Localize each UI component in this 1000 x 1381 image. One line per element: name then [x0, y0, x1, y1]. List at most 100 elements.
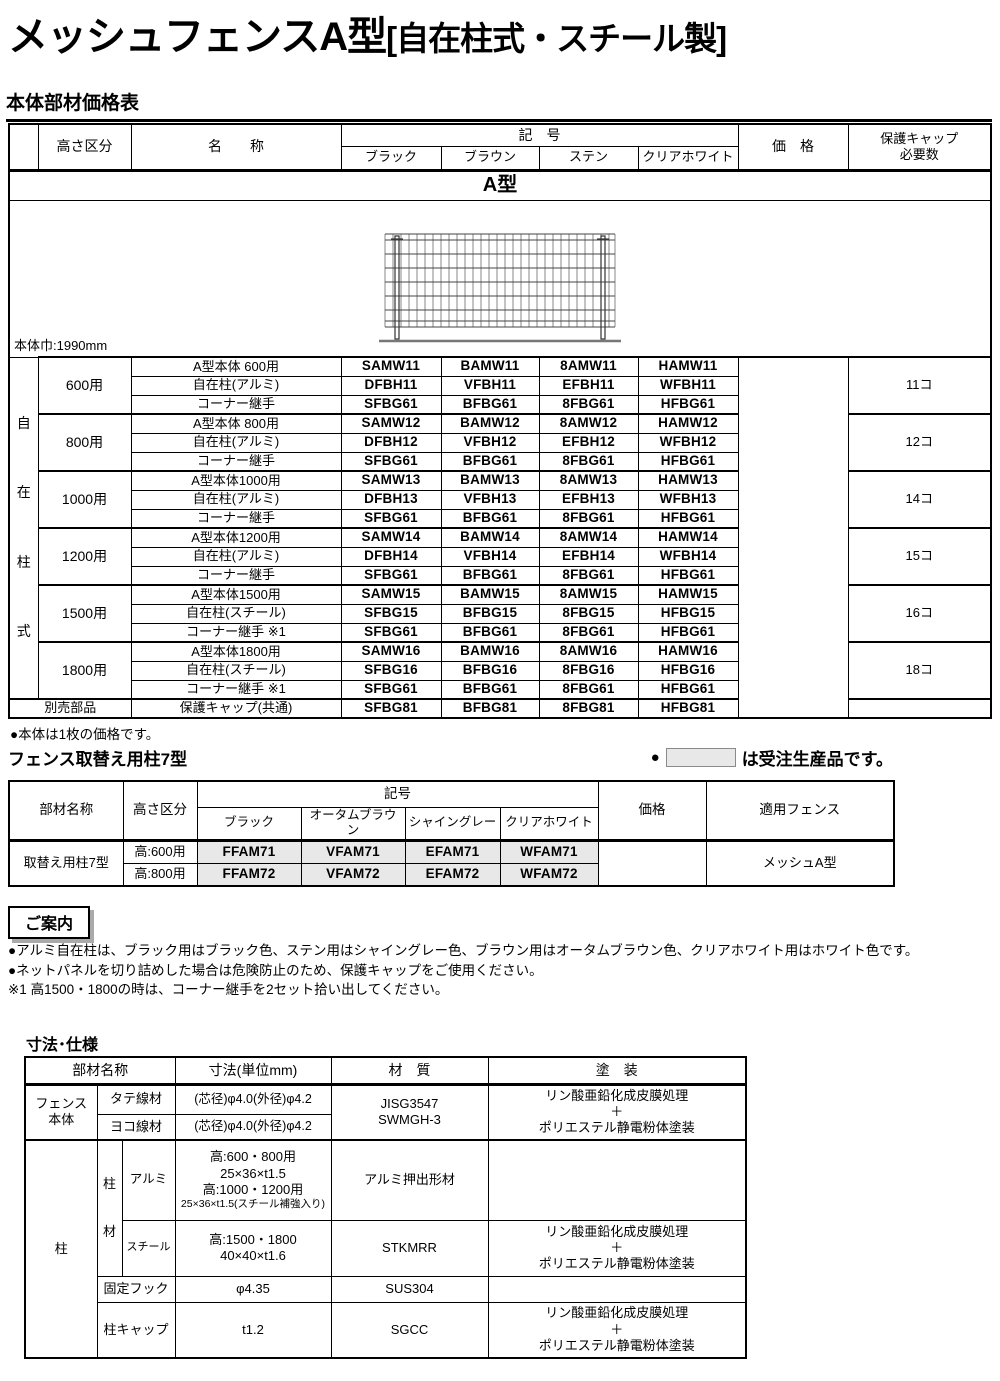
page-title-main: メッシュフェンスA型 — [8, 15, 387, 59]
code-cell: BAMW11 — [440, 356, 540, 377]
code-cell: EFAM71 — [404, 839, 501, 864]
code-cell: HAMW16 — [637, 641, 739, 662]
code-cell: VFBH14 — [440, 546, 540, 567]
material-cell: JISG3547 SWMGH-3 — [330, 1083, 489, 1141]
code-cell: DFBH13 — [340, 489, 442, 510]
spec-row-tate: フェンス 本体 タテ線材 (芯径)φ4.0(外径)φ4.2 JISG3547 S… — [24, 1083, 747, 1141]
page-title-bracket: [自在柱式・スチール製] — [386, 20, 727, 57]
part-name-cell: コーナー継手 ※1 — [130, 679, 342, 700]
code-cell: BFBG81 — [440, 698, 540, 719]
code-cell: WFBH14 — [637, 546, 739, 567]
part-name-cell: A型本体1500用 — [130, 584, 342, 605]
size-cell: (芯径)φ4.0(外径)φ4.2 — [174, 1083, 332, 1115]
code-cell: 8AMW12 — [538, 413, 639, 434]
code-cell: EFBH14 — [538, 546, 639, 567]
replacement-header-row1: 部材名称 高さ区分 記号 価格 適用フェンス — [8, 780, 895, 842]
code-cell: FFAM71 — [196, 839, 302, 864]
spec-row-hook: 固定フック φ4.35 SUS304 — [25, 1275, 747, 1303]
code-cell: WFAM71 — [499, 839, 599, 864]
made-to-order-legend: ● は受注生産品です。 — [651, 745, 893, 770]
height-class-cell: 1500用 — [37, 584, 132, 643]
hook-label: 固定フック — [96, 1275, 176, 1303]
price-row: 自在柱式 600用 A型本体 600用 SAMW11 BAMW11 8AMW11 HAMW1… — [8, 356, 992, 719]
part-name-cell: 自在柱(アルミ) — [130, 546, 342, 567]
spec-row-cap: 柱キャップ t1.2 SGCC リン酸亜鉛化成皮膜処理 ＋ ポリエステル静電粉体… — [25, 1301, 747, 1359]
height-class-cell: 600用 — [37, 356, 132, 415]
code-cell: VFBH12 — [440, 432, 540, 453]
price-table-header-row1: 高さ区分 名 称 記 号 価 格 保護キャップ 必要数 — [8, 123, 992, 172]
code-cell: WFBH11 — [637, 375, 739, 396]
code-cell: BAMW13 — [440, 470, 540, 491]
part-name-cell: コーナー継手 — [130, 565, 342, 586]
price-cell — [737, 356, 849, 719]
code-cell: SFBG61 — [340, 679, 442, 700]
spec-size-header: 寸法(単位mm) — [174, 1056, 332, 1086]
coating-cell — [487, 1139, 747, 1221]
price-row: 1800用 A型本体1800用 SAMW16 BAMW16 8AMW16 HAMW16 18… — [9, 641, 992, 700]
code-cell: SFBG16 — [340, 660, 442, 681]
part-label: ヨコ線材 — [96, 1113, 176, 1141]
code-cell: SAMW12 — [340, 413, 442, 434]
cap-count-cell: 16コ — [847, 584, 992, 643]
price-table-section-title: 本体部材価格表 — [6, 93, 140, 114]
part-name-cell: A型本体 800用 — [130, 413, 342, 434]
price-table-header-row2: ブラック ブラウン ステン クリアホワイト — [9, 145, 991, 172]
size-cell: 高:600・800用 25×36×t1.5 高:1000・1200用 25×36… — [174, 1139, 332, 1221]
code-cell: EFBH11 — [538, 375, 639, 396]
part-name-cell: コーナー継手 — [130, 508, 342, 529]
replacement-row: 取替え用柱7型 高:600用 FFAM71 VFAM71 EFAM71 WFAM71 メッシ… — [8, 839, 895, 887]
post-label: 柱 — [24, 1139, 98, 1359]
code-cell: BFBG61 — [440, 508, 540, 529]
price-row: コーナー継手 SFBG61 BFBG61 8FBG61 HFBG61 — [9, 565, 991, 586]
code-cell: VFBH11 — [440, 375, 540, 396]
part-name-cell: A型本体1000用 — [130, 470, 342, 491]
part-name-cell: A型本体 600用 — [130, 356, 342, 377]
code-cell: BFBG61 — [440, 679, 540, 700]
code-header: 記号 — [196, 780, 599, 808]
size-cell: t1.2 — [174, 1301, 332, 1359]
part-name-cell: コーナー継手 — [130, 394, 342, 415]
code-cell: HFBG61 — [637, 508, 739, 529]
code-cell: SFBG61 — [340, 508, 442, 529]
mesh-horizontal-wires — [385, 233, 615, 328]
vertical-char: 自 — [16, 414, 31, 431]
replacement-table-title: フェンス取替え用柱7型 — [8, 750, 188, 769]
spec-header-row: 部材名称 寸法(単位mm) 材 質 塗 装 — [24, 1056, 747, 1086]
price-row: 自在柱(アルミ) DFBH12 VFBH12 EFBH12 WFBH12 — [9, 432, 991, 453]
code-cell: HFBG15 — [637, 603, 739, 624]
code-cell: 8FBG61 — [538, 679, 639, 700]
replacement-post-table: 部材名称 高さ区分 記号 価格 適用フェンス ブラック オータムブラウン シャイ… — [8, 780, 895, 888]
fence-body-label: フェンス 本体 — [24, 1083, 98, 1141]
material-cell: SUS304 — [330, 1275, 489, 1303]
code-cell: 8FBG61 — [538, 508, 639, 529]
cap-count-cell: 14コ — [847, 470, 992, 529]
code-cell: 8FBG61 — [538, 565, 639, 586]
size-cell: (芯径)φ4.0(外径)φ4.2 — [174, 1113, 332, 1141]
code-cell: SFBG61 — [340, 451, 442, 472]
size-line: 25×36×t1.5 — [220, 1165, 286, 1181]
size-cell: φ4.35 — [174, 1275, 332, 1303]
coating-cell: リン酸亜鉛化成皮膜処理 ＋ ポリエステル静電粉体塗装 — [487, 1219, 747, 1277]
spec-coating-header: 塗 装 — [487, 1056, 747, 1086]
material-cell: アルミ押出形材 — [330, 1139, 489, 1221]
height-class-cell: 高:800用 — [122, 862, 198, 887]
code-cell: WFBH12 — [637, 432, 739, 453]
separate-parts-row: 別売部品 保護キャップ(共通) SFBG81 BFBG81 8FBG81 HFBG81 — [8, 698, 992, 719]
height-class-cell: 1800用 — [37, 641, 132, 700]
part-label: タテ線材 — [96, 1083, 176, 1115]
price-row: 1200用 A型本体1200用 SAMW14 BAMW14 8AMW14 HAMW14 15… — [9, 527, 992, 586]
body-width-note: 本体巾:1990mm — [14, 337, 108, 353]
part-name-cell: 自在柱(スチール) — [130, 603, 342, 624]
code-cell: WFAM72 — [499, 862, 599, 887]
cap-count-cell: 18コ — [847, 641, 992, 700]
color-header-autumn-brown: オータムブラウン — [300, 806, 406, 842]
price-row: 自在柱(アルミ) DFBH11 VFBH11 EFBH11 WFBH11 — [9, 375, 991, 396]
code-cell: 8FBG81 — [538, 698, 639, 719]
code-cell: HAMW12 — [637, 413, 739, 434]
color-header-sten: ステン — [538, 145, 639, 172]
code-cell: HFBG81 — [637, 698, 739, 719]
code-cell: EFBH12 — [538, 432, 639, 453]
color-header-black: ブラック — [196, 806, 302, 842]
height-class-cell: 高:600用 — [122, 839, 198, 864]
code-cell: HAMW14 — [637, 527, 739, 548]
